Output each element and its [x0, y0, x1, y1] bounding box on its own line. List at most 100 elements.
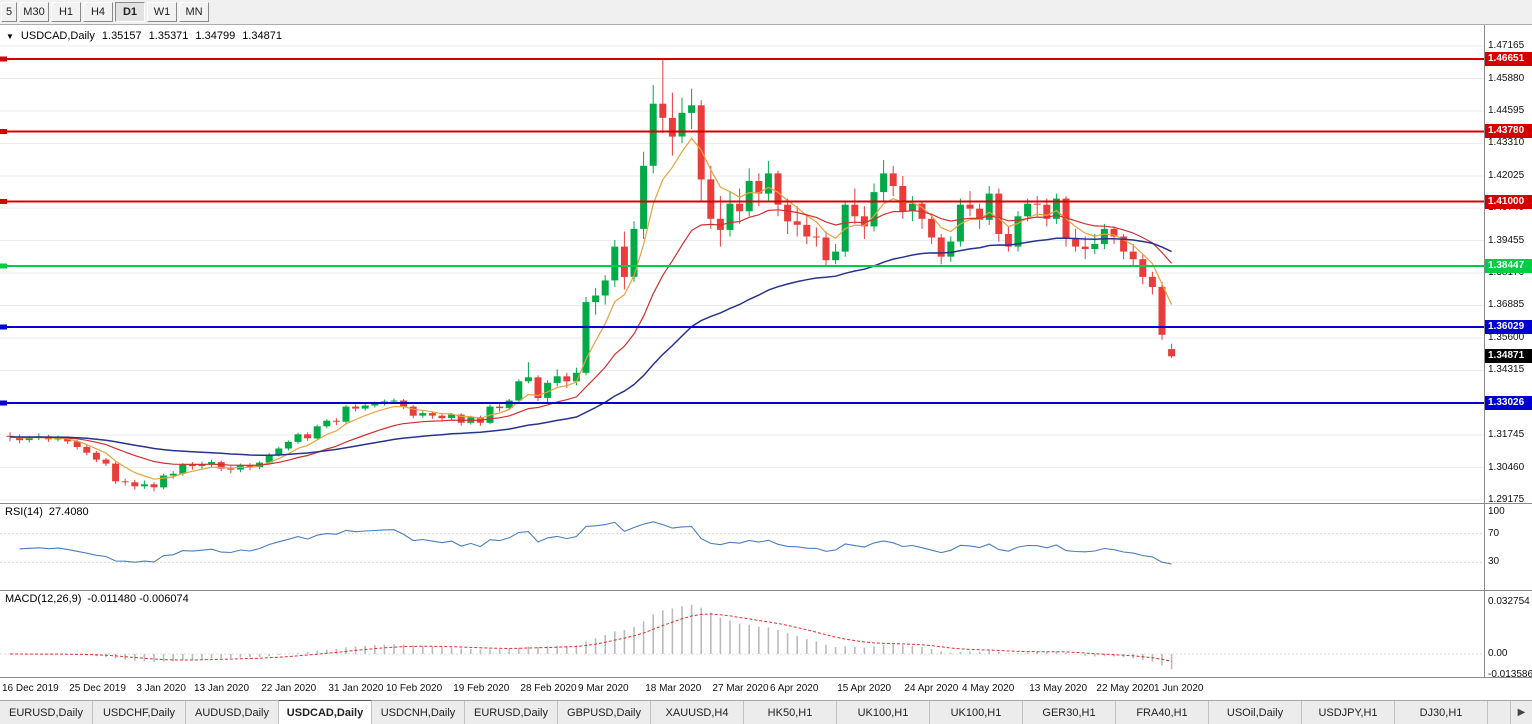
chart-tab-11-ger30-h1[interactable]: GER30,H1 — [1023, 701, 1116, 724]
main-chart-plot[interactable] — [0, 25, 1532, 503]
price-gridlines — [0, 45, 1484, 501]
price-line-badge: 1.33026 — [1485, 395, 1532, 410]
chart-tab-4-usdcnh-daily[interactable]: USDCNH,Daily — [372, 701, 465, 724]
time-axis[interactable]: 16 Dec 2019 25 Dec 2019 3 Jan 2020 13 Jan 2… — [0, 678, 1532, 700]
chart-tab-5-eurusd-daily[interactable]: EURUSD,Daily — [465, 701, 558, 724]
rsi-axis-label: 100 — [1488, 506, 1505, 517]
time-axis-label: 1 Jun 2020 — [1154, 683, 1204, 694]
time-axis-label: 27 Mar 2020 — [712, 683, 769, 694]
time-axis-label: 10 Feb 2020 — [386, 683, 443, 694]
time-axis-label: 19 Feb 2020 — [453, 683, 510, 694]
macd-panel[interactable]: MACD(12,26,9) -0.011480 -0.006074 0.03275… — [0, 591, 1532, 680]
chart-tab-12-fra40-h1[interactable]: FRA40,H1 — [1116, 701, 1209, 724]
hline-left-marker — [0, 324, 7, 330]
macd-axis[interactable]: 0.032754 0.00 -0.013586 — [1484, 591, 1532, 680]
timeframe-button-h1[interactable]: H1 — [51, 2, 81, 22]
tab-scroll-right-button[interactable]: ▶ — [1510, 701, 1532, 724]
rsi-line — [19, 521, 1172, 565]
time-axis-label: 18 Mar 2020 — [645, 683, 702, 694]
price-axis-label: 1.44595 — [1488, 104, 1525, 116]
price-axis-label: 1.30460 — [1488, 461, 1525, 473]
macd-axis-label: 0.00 — [1488, 648, 1508, 659]
chart-tab-0-eurusd-daily[interactable]: EURUSD,Daily — [0, 701, 93, 724]
time-axis-label: 9 Mar 2020 — [578, 683, 629, 694]
panel-divider-rsi[interactable] — [0, 503, 1532, 504]
timeframe-button-5[interactable]: 5 — [1, 2, 17, 22]
candles-layer — [6, 58, 1176, 492]
price-line-badge: 1.38447 — [1485, 259, 1532, 274]
price-axis-label: 1.42025 — [1488, 169, 1525, 181]
chart-tab-15-dj30-h1[interactable]: DJ30,H1 — [1395, 701, 1488, 724]
time-axis-label: 4 May 2020 — [962, 683, 1015, 694]
time-axis-label: 6 Apr 2020 — [770, 683, 819, 694]
timeframe-button-d1[interactable]: D1 — [115, 2, 145, 22]
price-line-badge: 1.36029 — [1485, 320, 1532, 335]
ohlc-close: 1.34871 — [242, 30, 282, 42]
time-axis-label: 25 Dec 2019 — [69, 683, 126, 694]
rsi-name: RSI(14) — [5, 506, 43, 518]
chart-tab-3-usdcad-daily[interactable]: USDCAD,Daily — [279, 700, 372, 724]
rsi-axis-label: 30 — [1488, 556, 1500, 568]
time-axis-divider — [0, 677, 1532, 678]
price-axis-label: 1.29175 — [1488, 494, 1525, 506]
time-axis-label: 13 Jan 2020 — [194, 683, 250, 694]
timeframe-button-mn[interactable]: MN — [179, 2, 209, 22]
rsi-panel[interactable]: RSI(14) 27.4080 100 70 30 — [0, 504, 1532, 590]
horizontal-lines-layer — [0, 56, 1484, 406]
price-axis-label: 1.47165 — [1488, 40, 1525, 52]
chart-tab-14-usdjpy-h1[interactable]: USDJPY,H1 — [1302, 701, 1395, 724]
macd-axis-label: -0.013586 — [1488, 669, 1532, 680]
chart-tab-2-audusd-daily[interactable]: AUDUSD,Daily — [186, 701, 279, 724]
main-chart-canvas[interactable] — [0, 25, 1484, 503]
chart-ohlc-header: ▼ USDCAD,Daily 1.35157 1.35371 1.34799 1… — [6, 30, 282, 42]
hline-left-marker — [0, 56, 7, 62]
macd-signal-line — [10, 613, 1172, 662]
hline-left-marker — [0, 199, 7, 205]
chart-tabs-bar: EURUSD,Daily USDCHF,Daily AUDUSD,Daily USDC… — [0, 700, 1532, 724]
time-axis-label: 13 May 2020 — [1029, 683, 1088, 694]
timeframe-button-h4[interactable]: H4 — [83, 2, 113, 22]
rsi-canvas[interactable] — [0, 504, 1484, 590]
chart-tab-8-hk50-h1[interactable]: HK50,H1 — [744, 701, 837, 724]
chart-tab-9-uk100-h1[interactable]: UK100,H1 — [837, 701, 930, 724]
macd-name: MACD(12,26,9) — [5, 593, 82, 605]
hline-left-marker — [0, 400, 7, 406]
price-axis-label: 1.43310 — [1488, 137, 1525, 149]
price-axis-label: 1.39455 — [1488, 234, 1525, 246]
macd-values: -0.011480 -0.006074 — [87, 593, 189, 605]
time-axis-label: 16 Dec 2019 — [2, 683, 59, 694]
time-axis-label: 28 Feb 2020 — [520, 683, 577, 694]
macd-header: MACD(12,26,9) -0.011480 -0.006074 — [5, 593, 195, 605]
macd-canvas[interactable] — [0, 591, 1484, 677]
macd-axis-label: 0.032754 — [1488, 595, 1530, 607]
time-axis-label: 22 Jan 2020 — [261, 683, 317, 694]
macd-histogram — [18, 604, 1173, 670]
price-axis-label: 1.34315 — [1488, 364, 1525, 376]
chart-tab-6-gbpusd-daily[interactable]: GBPUSD,Daily — [558, 701, 651, 724]
chart-area: ▼ USDCAD,Daily 1.35157 1.35371 1.34799 1… — [0, 25, 1532, 506]
chart-symbol-label: USDCAD,Daily — [20, 30, 95, 42]
chart-tab-7-xauusd-h4[interactable]: XAUUSD,H4 — [651, 701, 744, 724]
rsi-axis[interactable]: 100 70 30 — [1484, 504, 1532, 590]
price-line-badge: 1.43780 — [1485, 124, 1532, 139]
symbol-dropdown-icon[interactable]: ▼ — [6, 31, 14, 41]
rsi-axis-label: 70 — [1488, 527, 1500, 539]
panel-divider-macd[interactable] — [0, 590, 1532, 591]
time-axis-label: 24 Apr 2020 — [904, 683, 959, 694]
chart-tab-13-usoil-daily[interactable]: USOil,Daily — [1209, 701, 1302, 724]
timeframe-button-m30[interactable]: M30 — [19, 2, 49, 22]
price-line-badge: 1.46651 — [1485, 52, 1532, 67]
price-line-badge: 1.41000 — [1485, 194, 1532, 209]
ohlc-high: 1.35371 — [148, 30, 189, 42]
ma-mid-line — [9, 209, 1173, 467]
chart-tab-10-uk100-h1[interactable]: UK100,H1 — [930, 701, 1023, 724]
ma-slow-line — [9, 237, 1172, 457]
hline-left-marker — [0, 263, 7, 269]
ohlc-open: 1.35157 — [101, 30, 142, 42]
price-axis-label: 1.45880 — [1488, 72, 1525, 84]
timeframe-button-w1[interactable]: W1 — [147, 2, 177, 22]
price-axis[interactable]: 1.471651.458801.445951.433101.420251.407… — [1484, 25, 1532, 506]
chart-tab-1-usdchf-daily[interactable]: USDCHF,Daily — [93, 701, 186, 724]
time-axis-label: 22 May 2020 — [1096, 683, 1155, 694]
